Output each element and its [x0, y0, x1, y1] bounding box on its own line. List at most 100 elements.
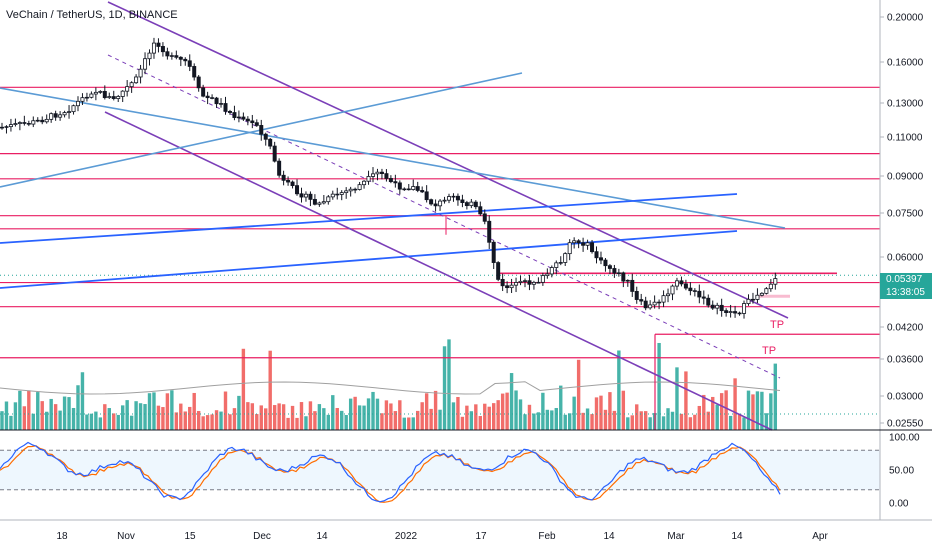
- candle-body: [715, 304, 720, 309]
- volume-bar: [331, 395, 335, 430]
- candle-body: [768, 283, 773, 290]
- candle: [670, 284, 675, 301]
- candle-body: [295, 185, 300, 195]
- candle-body: [178, 56, 183, 60]
- candle-body: [491, 241, 496, 263]
- candle-body: [241, 116, 246, 120]
- candle-body: [536, 281, 541, 284]
- candle-body: [80, 97, 85, 102]
- candle-body: [724, 310, 729, 313]
- candle: [616, 268, 621, 277]
- candle-body: [165, 51, 170, 57]
- volume-bar: [447, 339, 451, 430]
- candle-body: [697, 290, 702, 298]
- candle-body: [742, 303, 747, 314]
- candle: [201, 84, 206, 98]
- candle-body: [223, 103, 228, 112]
- volume-bar: [272, 405, 277, 430]
- candle: [706, 294, 711, 308]
- volume-bar: [550, 410, 554, 430]
- candle-body: [710, 304, 715, 309]
- volume-bar: [483, 403, 487, 430]
- candle: [4, 125, 9, 134]
- volume-bar: [715, 404, 719, 430]
- candle-body: [460, 199, 465, 203]
- candle: [594, 246, 599, 264]
- horizontal-levels: [0, 86, 880, 430]
- volume-bar: [407, 417, 411, 430]
- volume-bar: [49, 398, 53, 430]
- candle: [469, 198, 474, 209]
- candle: [129, 81, 134, 93]
- candle-body: [129, 82, 134, 88]
- candle: [384, 169, 389, 182]
- candle: [576, 239, 581, 249]
- volume-bar: [675, 367, 679, 430]
- volume-bar: [53, 404, 58, 430]
- volume-bar: [304, 416, 308, 430]
- volume-bar: [299, 402, 304, 430]
- candle: [84, 92, 89, 102]
- candle: [241, 112, 246, 121]
- candle: [603, 258, 608, 272]
- volume-bar: [679, 413, 684, 430]
- candle-body: [379, 171, 384, 175]
- candle-body: [102, 91, 107, 99]
- candle: [728, 304, 733, 318]
- volume-bar: [125, 400, 129, 430]
- candle: [446, 193, 451, 204]
- candle-body: [590, 242, 595, 253]
- candle: [187, 54, 192, 72]
- candle: [254, 119, 259, 127]
- volume-bar: [129, 415, 134, 430]
- candle: [80, 93, 85, 105]
- volume-bar: [572, 396, 576, 430]
- candle: [487, 215, 492, 249]
- volume-bar: [165, 393, 170, 430]
- volume-bar: [541, 392, 545, 430]
- trendline-blue-2: [0, 193, 738, 244]
- candle: [116, 94, 121, 102]
- time-tick-label: 14: [316, 531, 328, 542]
- candle-body: [348, 188, 353, 192]
- candle: [630, 273, 635, 297]
- candle-body: [643, 300, 648, 309]
- candle-body: [134, 76, 139, 84]
- time-tick-label: 15: [184, 531, 196, 542]
- candle-body: [143, 58, 148, 70]
- volume-bar: [648, 417, 652, 430]
- volume-bar: [232, 408, 237, 430]
- stochastic-tick-label: 100.00: [889, 433, 920, 444]
- countdown-tag: 13:38:05: [880, 286, 932, 299]
- candle: [138, 64, 143, 84]
- candle: [295, 179, 300, 196]
- candle: [196, 75, 201, 92]
- candle: [67, 105, 72, 119]
- volume-bar: [670, 411, 675, 430]
- candle-body: [8, 124, 13, 128]
- candle-body: [657, 301, 662, 304]
- candle-body: [750, 298, 755, 301]
- candle-body: [518, 280, 523, 283]
- volume-bar: [554, 408, 558, 430]
- candle: [411, 179, 416, 191]
- volume-bar: [112, 413, 116, 430]
- candle-body: [764, 288, 769, 294]
- candle-body: [549, 267, 554, 275]
- candle: [31, 116, 36, 128]
- volume-bar: [773, 363, 778, 430]
- trendline-light-1: [0, 87, 786, 229]
- volume-bar: [210, 414, 214, 430]
- volume-bar: [116, 414, 120, 430]
- volume-bar: [630, 415, 634, 430]
- volume-bar: [532, 413, 536, 430]
- volume-bar: [223, 391, 228, 430]
- volume-bar: [487, 406, 491, 430]
- candle: [17, 121, 22, 131]
- candle: [773, 272, 778, 290]
- candle-body: [683, 283, 688, 289]
- time-tick-label: 17: [475, 531, 487, 542]
- price-tick-label: 0.09000: [887, 172, 924, 183]
- candle: [250, 114, 255, 129]
